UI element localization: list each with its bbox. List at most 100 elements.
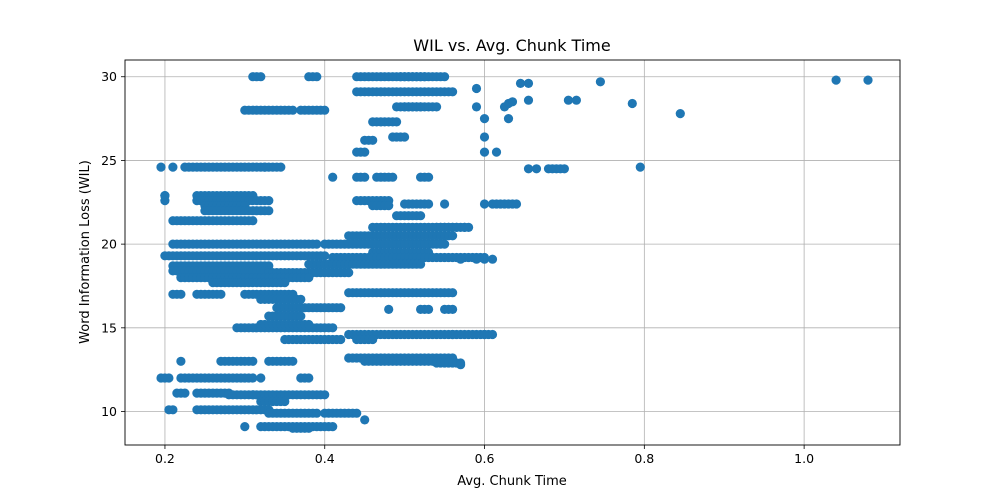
data-point	[448, 87, 458, 97]
data-point	[276, 162, 286, 172]
data-point	[635, 162, 645, 172]
x-tick-label: 0.4	[315, 451, 335, 466]
data-point	[448, 329, 458, 340]
data-point	[487, 254, 498, 264]
data-point	[420, 72, 430, 82]
data-point	[424, 199, 434, 209]
data-point	[416, 259, 426, 269]
data-point	[863, 75, 873, 85]
data-point	[368, 334, 378, 345]
data-point	[675, 109, 685, 119]
data-point	[479, 199, 490, 209]
data-point	[440, 72, 450, 82]
data-point	[320, 105, 330, 115]
data-point	[168, 405, 178, 415]
data-point	[384, 304, 394, 314]
data-point	[627, 98, 637, 109]
data-point	[523, 95, 534, 105]
data-point	[288, 356, 298, 366]
data-point	[288, 105, 298, 115]
data-point	[312, 239, 322, 249]
data-point	[360, 147, 370, 157]
data-point	[424, 304, 434, 314]
data-point	[479, 254, 490, 264]
data-point	[312, 408, 322, 418]
data-point	[176, 356, 186, 366]
data-point	[240, 422, 250, 432]
x-axis-label: Avg. Chunk Time	[457, 474, 567, 489]
data-point	[304, 319, 314, 330]
data-point	[424, 172, 434, 182]
points	[156, 72, 873, 433]
data-point	[452, 222, 462, 232]
data-point	[296, 294, 306, 304]
data-point	[831, 75, 841, 85]
y-tick-label: 30	[101, 69, 117, 84]
data-point	[456, 254, 466, 264]
data-point	[304, 273, 314, 283]
data-point	[248, 373, 258, 383]
data-point	[304, 423, 314, 433]
data-point	[312, 72, 322, 82]
data-point	[368, 135, 378, 145]
y-tick-label: 15	[101, 320, 117, 335]
y-tick-label: 10	[101, 404, 117, 419]
data-point	[216, 289, 226, 299]
data-point	[531, 164, 542, 174]
data-point	[400, 132, 410, 142]
data-point	[160, 191, 170, 201]
data-point	[328, 323, 338, 333]
data-point	[280, 278, 290, 288]
data-point	[392, 117, 402, 127]
data-point	[479, 114, 490, 124]
chart-title: WIL vs. Avg. Chunk Time	[413, 36, 610, 55]
data-point	[248, 216, 258, 226]
data-point	[352, 408, 362, 418]
data-point	[168, 162, 178, 172]
data-point	[336, 334, 346, 345]
data-point	[328, 172, 338, 182]
data-point	[491, 147, 502, 157]
data-point	[595, 77, 606, 87]
data-point	[344, 268, 354, 278]
x-tick-label: 1.0	[794, 451, 814, 466]
data-point	[471, 83, 482, 94]
data-point	[448, 288, 458, 298]
y-axis-label: Word Information Loss (WIL)	[78, 160, 93, 344]
data-point	[479, 329, 490, 340]
data-point	[507, 97, 518, 107]
data-point	[471, 102, 482, 112]
data-point	[448, 304, 458, 314]
data-point	[360, 172, 370, 182]
data-point	[487, 329, 498, 340]
data-point	[559, 164, 570, 174]
data-point	[479, 147, 490, 157]
data-point	[248, 356, 258, 366]
data-point	[479, 132, 490, 142]
data-point	[180, 388, 190, 398]
data-point	[448, 231, 458, 241]
data-point	[328, 422, 338, 432]
data-point	[296, 311, 306, 321]
data-point	[156, 162, 166, 172]
data-point	[176, 289, 186, 299]
data-point	[336, 303, 346, 313]
x-tick-label: 0.6	[475, 451, 495, 466]
data-point	[256, 373, 266, 383]
data-point	[523, 164, 534, 174]
data-point	[563, 95, 574, 105]
data-point	[384, 201, 394, 211]
y-tick-label: 25	[101, 153, 117, 168]
data-point	[256, 72, 266, 82]
data-point	[304, 373, 314, 383]
data-point	[515, 78, 526, 88]
data-point	[440, 199, 450, 209]
data-point	[511, 199, 522, 209]
data-point	[432, 102, 442, 112]
y-tick-label: 20	[101, 237, 117, 252]
data-point	[416, 211, 426, 221]
data-point	[460, 222, 470, 232]
data-point	[571, 95, 582, 105]
data-point	[264, 196, 274, 206]
